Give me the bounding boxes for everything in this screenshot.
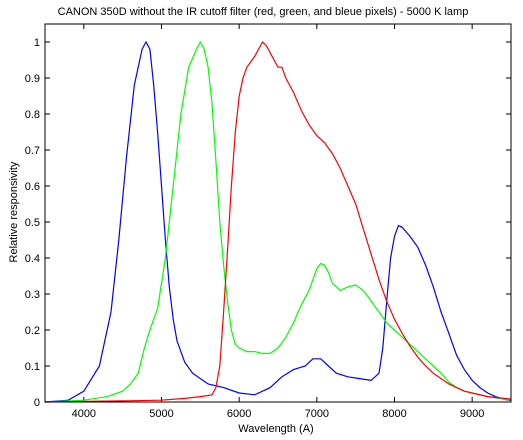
plot-frame <box>44 23 512 403</box>
x-tick-label: 7000 <box>305 408 329 420</box>
y-axis-label: Relative responsivity <box>8 161 20 262</box>
y-tick-label: 0.2 <box>25 325 40 337</box>
x-tick-label: 5000 <box>149 408 173 420</box>
y-tick-label: 0 <box>34 397 40 409</box>
x-tick-label: 9000 <box>460 408 484 420</box>
series-lines <box>44 40 512 403</box>
green-series-line <box>44 40 512 403</box>
y-tick-label: 0.8 <box>25 109 40 121</box>
y-tick-label: 0.4 <box>25 253 40 265</box>
y-tick-label: 0.1 <box>25 361 40 373</box>
x-tick-label: 4000 <box>72 408 96 420</box>
x-tick-label: 8000 <box>382 408 406 420</box>
blue-series-line <box>44 40 512 403</box>
x-axis-label: Wavelength (A) <box>238 423 313 435</box>
x-tick-label: 6000 <box>227 408 251 420</box>
y-tick-label: 0.7 <box>25 145 40 157</box>
red-series-line <box>44 41 512 403</box>
y-tick-label: 0.5 <box>25 217 40 229</box>
y-tick-label: 1 <box>34 37 40 49</box>
y-tick-label: 0.9 <box>25 73 40 85</box>
y-tick-label: 0.3 <box>25 289 40 301</box>
chart-title: CANON 350D without the IR cutoff filter … <box>58 6 469 18</box>
y-tick-label: 0.6 <box>25 181 40 193</box>
